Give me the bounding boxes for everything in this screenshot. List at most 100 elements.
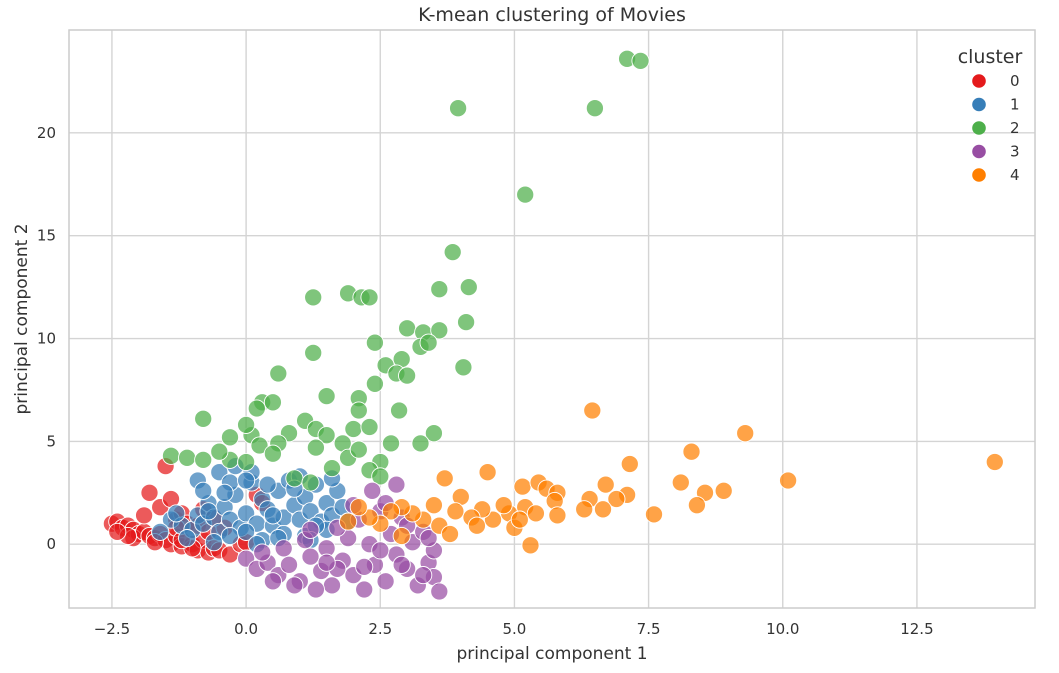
- data-point-cluster-3: [430, 582, 449, 601]
- y-tick-label: 15: [37, 227, 56, 245]
- data-point-cluster-2: [317, 387, 336, 406]
- data-point-cluster-2: [390, 401, 409, 420]
- data-point-cluster-4: [682, 442, 701, 461]
- data-point-cluster-3: [285, 576, 304, 595]
- data-point-cluster-1: [178, 529, 197, 548]
- data-point-cluster-1: [220, 526, 240, 546]
- data-point-cluster-2: [194, 409, 213, 428]
- legend-label-1: 1: [1010, 96, 1020, 114]
- data-point-cluster-4: [671, 473, 690, 492]
- data-point-cluster-2: [449, 99, 468, 118]
- data-point-cluster-2: [263, 393, 282, 412]
- data-point-cluster-2: [237, 452, 256, 472]
- data-point-cluster-1: [237, 471, 256, 490]
- data-point-cluster-3: [414, 566, 433, 585]
- grid-layer: [69, 30, 1035, 608]
- data-point-cluster-2: [301, 473, 320, 492]
- data-point-cluster-4: [339, 512, 358, 531]
- legend-label-0: 0: [1010, 72, 1020, 90]
- data-point-cluster-4: [644, 505, 664, 524]
- data-point-cluster-3: [376, 572, 395, 591]
- data-point-cluster-2: [161, 446, 181, 465]
- data-point-cluster-4: [596, 475, 615, 494]
- data-point-cluster-2: [317, 426, 336, 445]
- y-axis-label: principal component 2: [12, 223, 32, 414]
- data-point-cluster-4: [446, 502, 465, 521]
- data-point-cluster-4: [349, 498, 368, 517]
- data-point-cluster-4: [575, 500, 594, 519]
- data-point-cluster-3: [355, 580, 374, 599]
- data-point-cluster-4: [521, 536, 540, 555]
- data-point-cluster-2: [516, 185, 535, 204]
- data-point-cluster-2: [250, 436, 269, 455]
- data-point-cluster-3: [355, 557, 374, 576]
- data-point-cluster-2: [263, 444, 282, 463]
- data-point-cluster-2: [220, 428, 240, 447]
- x-tick-label: 0.0: [234, 620, 258, 638]
- data-point-cluster-2: [365, 333, 384, 352]
- data-point-cluster-4: [478, 463, 497, 482]
- data-point-cluster-4: [440, 524, 460, 544]
- data-point-cluster-2: [443, 243, 462, 262]
- data-point-cluster-4: [607, 489, 626, 509]
- data-point-cluster-1: [199, 502, 218, 521]
- data-point-cluster-3: [317, 553, 336, 572]
- data-point-cluster-1: [215, 483, 234, 502]
- data-point-cluster-2: [430, 321, 449, 340]
- data-point-cluster-4: [779, 471, 798, 490]
- legend-title: cluster: [958, 46, 1023, 68]
- data-point-cluster-3: [301, 547, 320, 566]
- data-point-cluster-2: [585, 99, 604, 118]
- legend-marker-2: [972, 121, 986, 135]
- x-tick-label: 5.0: [503, 620, 527, 638]
- y-tick-label: 10: [37, 330, 56, 348]
- data-point-cluster-2: [411, 434, 430, 453]
- data-point-cluster-3: [253, 543, 272, 562]
- data-point-cluster-3: [363, 481, 382, 500]
- data-point-cluster-2: [306, 438, 325, 457]
- data-point-cluster-4: [583, 401, 602, 420]
- data-point-cluster-3: [301, 520, 320, 539]
- legend-marker-3: [972, 144, 986, 159]
- data-point-cluster-3: [263, 572, 282, 591]
- point-layer: [102, 49, 1004, 601]
- data-point-cluster-2: [371, 467, 390, 486]
- data-point-cluster-1: [263, 506, 282, 525]
- data-point-cluster-2: [454, 358, 473, 377]
- data-point-cluster-3: [306, 580, 325, 599]
- legend-label-3: 3: [1010, 143, 1020, 161]
- data-point-cluster-0: [135, 506, 154, 525]
- data-point-cluster-4: [513, 477, 532, 496]
- legend: cluster 0 1 2 3 4: [958, 46, 1023, 184]
- legend-label-4: 4: [1010, 166, 1020, 184]
- data-point-cluster-4: [736, 424, 755, 443]
- data-point-cluster-2: [381, 434, 401, 453]
- data-point-cluster-2: [349, 440, 368, 459]
- data-point-cluster-4: [548, 506, 567, 525]
- x-tick-label: −2.5: [94, 620, 130, 638]
- x-tick-label: 10.0: [766, 620, 799, 638]
- legend-label-2: 2: [1010, 119, 1020, 137]
- data-point-cluster-3: [392, 555, 411, 574]
- data-point-cluster-2: [398, 366, 417, 385]
- data-point-cluster-1: [204, 533, 223, 552]
- data-point-cluster-4: [510, 510, 529, 529]
- data-point-cluster-2: [424, 424, 443, 443]
- data-point-cluster-2: [322, 459, 342, 478]
- data-point-cluster-4: [467, 516, 486, 535]
- legend-marker-0: [972, 74, 986, 88]
- data-point-cluster-2: [430, 280, 449, 299]
- data-point-cluster-2: [457, 313, 476, 332]
- y-tick-label: 5: [46, 432, 56, 450]
- data-point-cluster-4: [714, 481, 733, 500]
- data-point-cluster-4: [392, 526, 411, 546]
- data-point-cluster-2: [304, 343, 323, 362]
- data-point-cluster-2: [459, 278, 478, 297]
- data-point-cluster-4: [620, 454, 639, 474]
- data-point-cluster-3: [274, 539, 293, 558]
- tick-layer: −2.5 0.0 2.5 5.0 7.5 10.0 12.5 0 5 10 15 20: [37, 124, 934, 638]
- data-point-cluster-2: [360, 288, 379, 307]
- x-axis-label: principal component 1: [456, 644, 647, 664]
